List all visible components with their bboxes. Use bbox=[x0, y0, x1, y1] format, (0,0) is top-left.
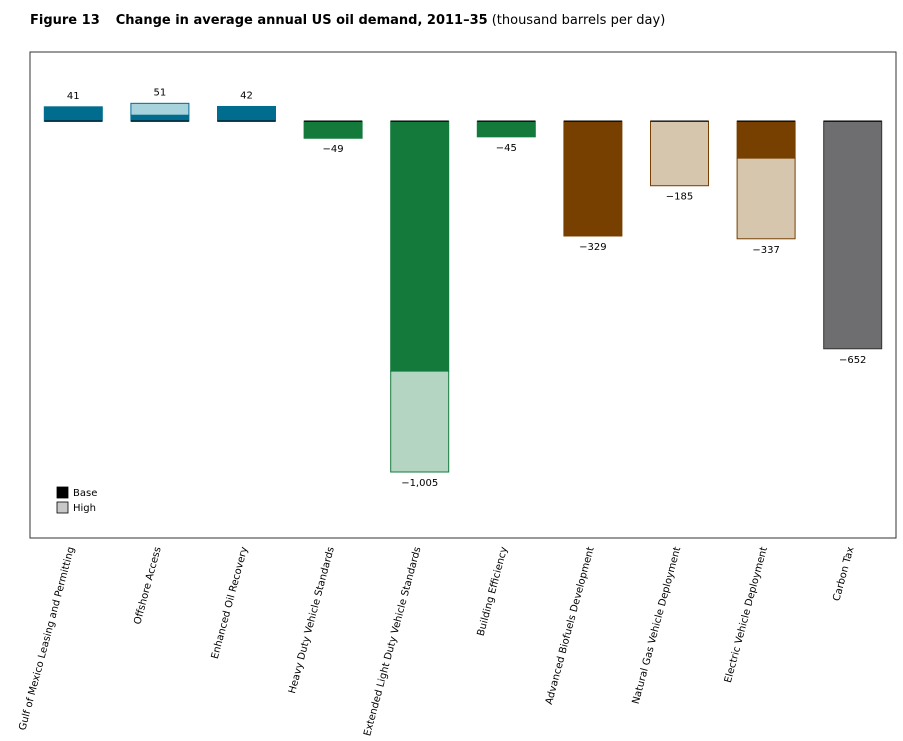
value-label: 41 bbox=[67, 91, 80, 102]
x-tick-label: Advanced Biofuels Development bbox=[544, 546, 597, 706]
value-label: −652 bbox=[839, 355, 866, 366]
bar-segment bbox=[563, 120, 623, 237]
x-tick-label: Electric Vehicle Deployment bbox=[723, 546, 770, 684]
bar-segment bbox=[130, 114, 190, 122]
x-tick-label: Gulf of Mexico Leasing and Permitting bbox=[17, 546, 77, 732]
legend-swatch bbox=[56, 501, 69, 514]
x-tick-label: Building Efficiency bbox=[476, 546, 510, 638]
bar-segment bbox=[476, 120, 536, 138]
x-tick-label: Natural Gas Vehicle Deployment bbox=[631, 546, 684, 706]
bar-segment bbox=[823, 120, 883, 350]
bar-segment bbox=[130, 102, 190, 116]
figure-label: Figure 13 Change in average annual US oil… bbox=[30, 13, 665, 28]
bar-segment bbox=[390, 370, 450, 473]
legend-swatch bbox=[56, 486, 69, 499]
bar-segment bbox=[650, 120, 709, 187]
bar-segment bbox=[736, 157, 796, 240]
value-label: −185 bbox=[666, 192, 693, 203]
x-tick-label: Enhanced Oil Recovery bbox=[210, 546, 251, 661]
legend-label: High bbox=[73, 503, 96, 514]
value-label: 51 bbox=[154, 87, 167, 98]
x-tick-label: Carbon Tax bbox=[831, 546, 856, 603]
value-label: 42 bbox=[240, 90, 253, 101]
bar-segment bbox=[390, 120, 450, 372]
x-tick-label: Heavy Duty Vehicle Standards bbox=[287, 546, 337, 695]
chart-title: Change in average annual US oil demand, … bbox=[116, 13, 488, 28]
value-label: −337 bbox=[752, 245, 779, 256]
legend-label: Base bbox=[73, 488, 97, 499]
bar-segment bbox=[217, 105, 276, 122]
x-tick-label: Extended Light Duty Vehicle Standards bbox=[362, 546, 423, 737]
bar-segment bbox=[43, 106, 103, 122]
plot-frame bbox=[29, 51, 897, 539]
chart-units: (thousand barrels per day) bbox=[492, 13, 666, 28]
bar-segment bbox=[303, 120, 363, 139]
x-tick-label: Offshore Access bbox=[132, 546, 163, 626]
value-label: −329 bbox=[579, 242, 606, 253]
value-label: −1,005 bbox=[401, 478, 438, 489]
figure-number: Figure 13 bbox=[30, 13, 100, 28]
value-label: −49 bbox=[323, 144, 344, 155]
value-label: −45 bbox=[496, 143, 517, 154]
bar-segment bbox=[736, 120, 796, 159]
